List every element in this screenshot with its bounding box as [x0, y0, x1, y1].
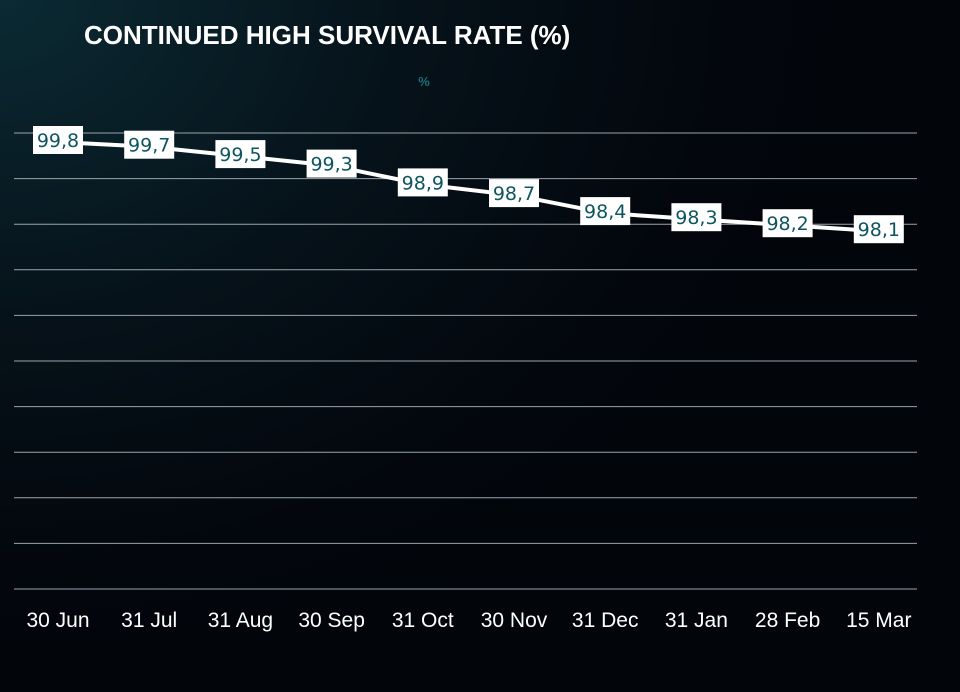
data-label-box: [580, 197, 631, 226]
data-label-text: 98,4: [584, 201, 626, 223]
data-label: 99,8: [33, 126, 83, 154]
data-label-text: 99,5: [219, 144, 261, 166]
x-tick-label: 31 Oct: [392, 609, 454, 632]
data-label-box: [671, 203, 722, 232]
data-label-box: [124, 130, 175, 159]
data-label-text: 99,7: [128, 135, 170, 157]
data-label: 99,7: [124, 130, 175, 159]
data-label: 98,4: [580, 197, 631, 226]
data-label: 99,5: [215, 140, 266, 169]
data-labels: 99,8 99,7 99,5 99,3 98,9 98,7 98,4 98,3 98,2 98,1: [33, 126, 904, 244]
data-label-text: 99,3: [310, 154, 352, 176]
series-line: [56, 140, 881, 234]
x-tick-label: 31 Dec: [572, 609, 639, 632]
gridlines: [14, 132, 917, 590]
data-label-box: [215, 140, 266, 169]
x-tick-label: 28 Feb: [755, 609, 820, 632]
data-label-text: 98,7: [493, 183, 535, 205]
data-label: 98,1: [853, 215, 904, 244]
data-label-box: [306, 149, 357, 178]
x-tick-label: 30 Nov: [481, 609, 548, 632]
data-label: 98,9: [397, 168, 448, 197]
data-label: 98,2: [762, 209, 813, 238]
x-tick-label: 31 Jan: [665, 609, 728, 632]
data-label: 99,3: [306, 149, 357, 178]
data-label-text: 98,9: [402, 172, 444, 194]
x-tick-label: 15 Mar: [846, 609, 911, 632]
data-label-text: 98,1: [858, 219, 900, 241]
data-label-text: 98,3: [675, 207, 717, 229]
x-tick-label: 30 Sep: [298, 609, 365, 632]
x-axis-ticks: 30 Jun 31 Jul 31 Aug 30 Sep 31 Oct 30 Nov 31 D…: [26, 609, 911, 632]
x-tick-label: 31 Aug: [208, 609, 273, 632]
data-label-box: [853, 215, 904, 244]
data-label-text: 98,2: [766, 213, 808, 235]
data-label: 98,3: [671, 203, 722, 232]
x-tick-label: 30 Jun: [26, 609, 89, 632]
data-label-box: [33, 126, 83, 154]
series-line-group: [56, 140, 881, 234]
x-tick-label: 31 Jul: [121, 609, 177, 632]
data-label-text: 99,8: [37, 130, 79, 152]
data-label-box: [489, 179, 539, 208]
unit-label: %: [418, 74, 430, 89]
data-label-box: [762, 209, 813, 238]
chart-title: CONTINUED HIGH SURVIVAL RATE (%): [84, 20, 571, 50]
data-label: 98,7: [489, 179, 539, 208]
data-label-box: [397, 168, 448, 197]
